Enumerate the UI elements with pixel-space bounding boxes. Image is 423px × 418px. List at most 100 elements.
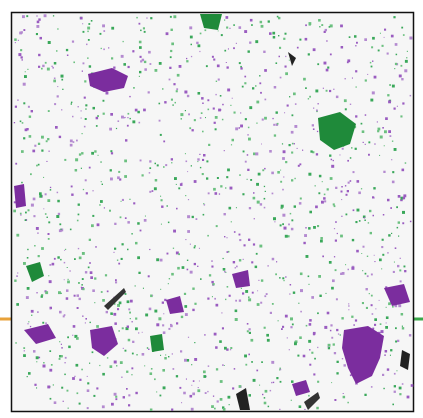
speckle bbox=[364, 217, 365, 218]
speckle bbox=[256, 183, 259, 186]
speckle bbox=[220, 380, 223, 383]
speckle bbox=[39, 192, 42, 195]
speckle bbox=[213, 188, 216, 191]
speckle bbox=[265, 191, 266, 192]
speckle bbox=[313, 226, 316, 229]
speckle bbox=[107, 357, 108, 358]
speckle bbox=[373, 187, 375, 189]
speckle bbox=[244, 82, 246, 84]
speckle bbox=[77, 220, 79, 222]
speckle bbox=[173, 368, 175, 370]
speckle bbox=[240, 67, 242, 69]
speckle bbox=[293, 292, 295, 294]
speckle bbox=[289, 144, 291, 146]
speckle bbox=[144, 31, 146, 33]
speckle bbox=[67, 336, 69, 338]
speckle bbox=[31, 110, 33, 112]
speckle bbox=[23, 354, 26, 357]
speckle bbox=[162, 88, 164, 90]
speckle bbox=[177, 74, 180, 77]
speckle bbox=[37, 311, 38, 312]
speckle bbox=[186, 58, 187, 59]
speckle bbox=[213, 283, 215, 285]
speckle bbox=[341, 191, 343, 193]
speckle bbox=[294, 205, 296, 207]
speckle bbox=[280, 77, 282, 79]
speckle bbox=[215, 346, 218, 349]
speckle bbox=[38, 255, 40, 257]
speckle bbox=[81, 287, 82, 288]
speckle bbox=[204, 204, 205, 205]
speckle bbox=[270, 390, 272, 392]
speckle bbox=[106, 92, 109, 95]
speckle bbox=[128, 394, 130, 396]
speckle bbox=[148, 91, 150, 93]
speckle bbox=[247, 323, 249, 325]
speckle bbox=[368, 141, 370, 143]
speckle bbox=[249, 394, 252, 397]
speckle bbox=[167, 205, 168, 206]
speckle bbox=[57, 200, 60, 203]
speckle bbox=[389, 84, 391, 86]
speckle bbox=[26, 15, 28, 17]
speckle bbox=[204, 334, 205, 335]
speckle bbox=[15, 106, 17, 108]
speckle bbox=[260, 92, 262, 94]
speckle bbox=[309, 323, 312, 326]
speckle bbox=[87, 57, 89, 59]
speckle bbox=[138, 332, 139, 333]
speckle bbox=[79, 379, 81, 381]
speckle bbox=[313, 108, 314, 109]
speckle bbox=[176, 322, 178, 324]
speckle bbox=[243, 151, 245, 153]
speckle bbox=[194, 303, 196, 305]
speckle bbox=[190, 395, 193, 398]
speckle bbox=[310, 150, 312, 152]
speckle bbox=[294, 143, 295, 144]
speckle bbox=[262, 169, 264, 171]
speckle bbox=[23, 137, 25, 139]
speckle bbox=[33, 198, 36, 201]
speckle bbox=[78, 214, 80, 216]
speckle bbox=[58, 213, 60, 215]
speckle bbox=[23, 29, 25, 31]
speckle bbox=[372, 91, 375, 94]
speckle bbox=[277, 123, 279, 125]
speckle bbox=[259, 245, 262, 248]
speckle bbox=[135, 285, 136, 286]
speckle bbox=[132, 353, 134, 355]
speckle bbox=[214, 298, 216, 300]
speckle bbox=[101, 48, 102, 49]
speckle bbox=[34, 384, 36, 386]
speckle bbox=[137, 222, 140, 225]
speckle bbox=[37, 232, 39, 234]
speckle bbox=[207, 235, 209, 237]
speckle bbox=[361, 253, 362, 254]
speckle bbox=[351, 147, 353, 149]
speckle bbox=[70, 140, 73, 143]
speckle bbox=[382, 254, 384, 256]
speckle bbox=[257, 201, 260, 204]
speckle bbox=[394, 385, 396, 387]
speckle bbox=[378, 50, 380, 52]
speckle bbox=[78, 106, 79, 107]
speckle bbox=[23, 347, 25, 349]
speckle bbox=[330, 177, 333, 180]
speckle bbox=[379, 259, 382, 262]
speckle bbox=[144, 219, 147, 222]
speckle bbox=[361, 123, 363, 125]
speckle bbox=[16, 303, 19, 306]
speckle bbox=[61, 344, 62, 345]
speckle bbox=[240, 66, 242, 68]
speckle bbox=[66, 49, 68, 51]
speckle bbox=[282, 326, 284, 328]
speckle bbox=[273, 36, 276, 39]
speckle bbox=[229, 207, 232, 210]
speckle bbox=[25, 129, 28, 132]
speckle bbox=[399, 269, 401, 271]
speckle bbox=[154, 310, 157, 313]
speckle bbox=[400, 258, 401, 259]
speckle bbox=[270, 312, 272, 314]
speckle bbox=[45, 193, 47, 195]
speckle bbox=[50, 189, 52, 191]
